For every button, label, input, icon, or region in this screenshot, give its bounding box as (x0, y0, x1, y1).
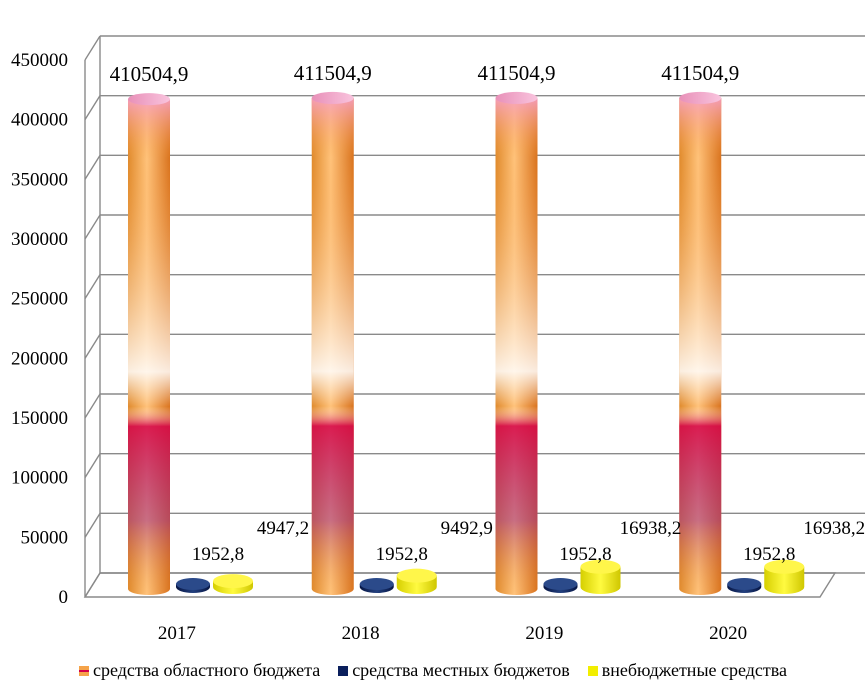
data-label-bar-extrabudgetary-2017: 4947,2 (257, 518, 309, 539)
bar-regional-2018-top (311, 91, 354, 104)
bar-regional-2019-top (495, 91, 538, 104)
y-tick-label: 350000 (11, 169, 68, 190)
data-label-bar-regional-2020: 411504,9 (661, 61, 739, 85)
bar-local-2017 (176, 578, 210, 593)
legend-item-local: средства местных бюджетов (338, 660, 570, 681)
y-tick-label: 100000 (11, 468, 68, 489)
y-tick-label: 150000 (11, 408, 68, 429)
y-axis: 0 50000 100000 150000 200000 250000 300000 3500… (11, 50, 68, 608)
bar-extrabudgetary-2020-body (764, 566, 805, 594)
data-label-bar-regional-2019: 411504,9 (478, 61, 556, 85)
legend-label-extrabudgetary: внебюджетные средства (601, 660, 788, 680)
y-tick-label: 400000 (11, 110, 68, 131)
bar-extrabudgetary-2018 (396, 568, 437, 594)
bar-regional-2018-shade (311, 97, 354, 595)
data-label-bar-local-2019: 1952,8 (559, 544, 611, 565)
x-axis: 2017 2018 2019 2020 (158, 623, 747, 644)
bar-regional-2020 (679, 91, 722, 595)
bar-regional-2020-shade (679, 97, 722, 595)
x-tick-label: 2020 (709, 623, 747, 644)
data-label-bar-regional-2017: 410504,9 (110, 62, 189, 86)
data-label-bar-regional-2018: 411504,9 (294, 61, 372, 85)
x-tick-label: 2019 (525, 623, 563, 644)
y-tick-label: 250000 (11, 289, 68, 310)
legend-swatch-extrabudgetary (587, 665, 598, 676)
legend-label-local: средства местных бюджетов (352, 660, 570, 680)
bar-local-2018-top (359, 578, 394, 590)
data-label-bar-extrabudgetary-2019: 16938,2 (620, 518, 682, 539)
bar-extrabudgetary-2017-top (213, 574, 253, 589)
bar-extrabudgetary-2017 (213, 574, 253, 594)
y-tick-label: 450000 (11, 50, 68, 71)
legend-swatch-local (338, 665, 349, 676)
plot-frame (83, 35, 865, 598)
legend-swatch-regional (78, 665, 89, 676)
bar-extrabudgetary-2020 (764, 559, 805, 594)
data-label-bar-local-2020: 1952,8 (743, 544, 795, 565)
bar-extrabudgetary-2019-body (580, 566, 621, 594)
legend: средства областного бюджета средства мес… (10, 660, 856, 681)
data-labels: 410504,9 1952,8 4947,2 411504,9 1952,8 9492,9… (110, 61, 866, 565)
bar-regional-2019-shade (495, 97, 538, 595)
bar-extrabudgetary-2018-top (396, 568, 437, 583)
gridline-slant (84, 393, 101, 419)
gridline-slant (84, 154, 101, 180)
bar-regional-2018 (311, 91, 354, 595)
y-tick-label: 300000 (11, 229, 68, 250)
x-tick-label: 2018 (342, 623, 380, 644)
bar-local-2017-top (176, 578, 210, 590)
bar-extrabudgetary-2019 (580, 559, 621, 594)
bar-local-2020-top (727, 578, 762, 590)
bar-regional-2017 (128, 93, 170, 595)
bar-regional-2017-top (128, 93, 170, 106)
legend-item-extrabudgetary: внебюджетные средства (587, 660, 788, 681)
gridline-slant (84, 35, 101, 61)
bar-extrabudgetary-2019-top (580, 559, 621, 574)
bar-local-2019-top (543, 578, 578, 590)
gridline-slant (84, 95, 101, 121)
y-tick-label: 200000 (11, 348, 68, 369)
data-label-bar-extrabudgetary-2018: 9492,9 (441, 518, 493, 539)
bars (128, 91, 805, 595)
bar-regional-2017-shade (128, 99, 170, 595)
bar-regional-2020-top (679, 91, 722, 104)
bar-local-2020 (727, 578, 762, 593)
legend-label-regional: средства областного бюджета (92, 660, 321, 680)
gridline-slant (84, 512, 101, 538)
y-tick-label: 0 (59, 587, 69, 608)
data-label-bar-local-2017: 1952,8 (192, 544, 244, 565)
bar-extrabudgetary-2020-top (764, 559, 805, 574)
data-label-bar-local-2018: 1952,8 (376, 544, 428, 565)
bar-local-2019 (543, 578, 578, 593)
gridline-slant (84, 453, 101, 479)
bar-local-2018 (359, 578, 394, 593)
legend-item-regional: средства областного бюджета (78, 660, 321, 681)
floor (83, 572, 837, 598)
gridline-slant (84, 333, 101, 359)
y-tick-label: 50000 (21, 527, 69, 548)
bar-regional-2019 (495, 91, 538, 595)
gridline-slant (84, 274, 101, 300)
x-tick-label: 2017 (158, 623, 196, 644)
data-label-bar-extrabudgetary-2020: 16938,2 (803, 518, 865, 539)
gridline-slant (84, 214, 101, 240)
